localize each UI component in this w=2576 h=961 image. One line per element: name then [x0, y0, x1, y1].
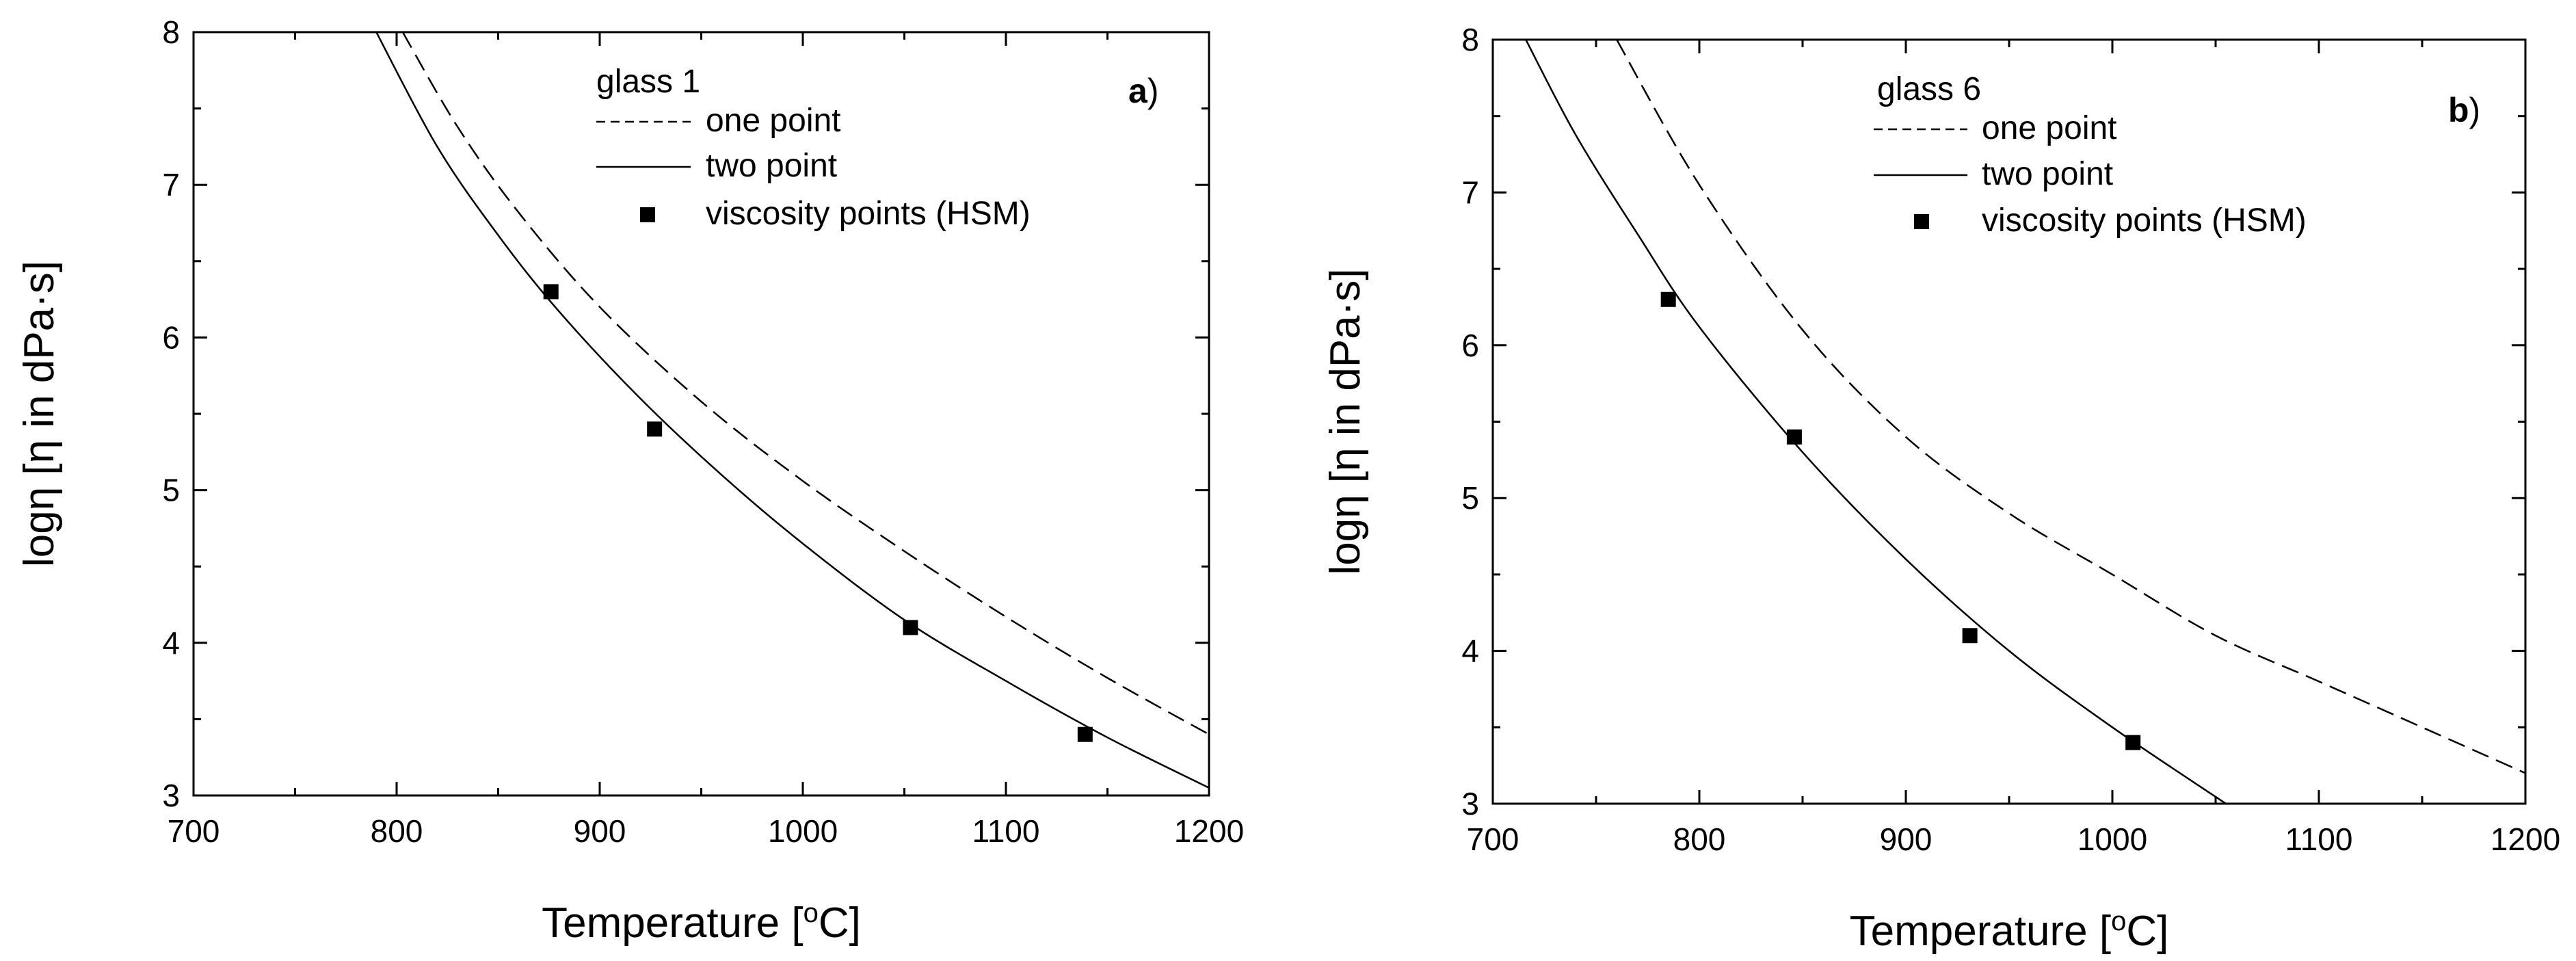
data-point-hsm	[647, 421, 663, 437]
y-tick-label: 7	[1461, 174, 1479, 210]
series-one-point-line	[401, 32, 1209, 735]
y-axis-title: logη [η in dPa·s]	[16, 261, 63, 567]
x-tick-label: 800	[1673, 821, 1726, 857]
y-tick-label: 4	[1461, 633, 1479, 669]
legend-label-one-point: one point	[1982, 110, 2117, 146]
x-tick-label: 1200	[2491, 821, 2560, 857]
legend-label-two-point: two point	[706, 148, 837, 184]
plot-frame	[192, 31, 1210, 797]
plot-frame	[1491, 38, 2527, 805]
x-tick-label: 900	[574, 813, 626, 849]
y-tick-label: 8	[1461, 22, 1479, 57]
y-tick-label: 6	[1461, 328, 1479, 363]
y-tick-label: 6	[162, 319, 180, 355]
data-point-hsm	[1786, 429, 1802, 445]
legend-marker-sample	[1914, 214, 1929, 229]
y-tick-label: 7	[162, 167, 180, 202]
chart-panel-a: 700 800 900 1000 1100 1200 3 4 5 6 7 8 Temperature […	[16, 14, 1244, 947]
data-point-hsm	[1660, 291, 1676, 307]
legend-marker-sample	[640, 207, 655, 222]
chart-panel-b: 700 800 900 1000 1100 1200 3 4 5 6 7 8 Temperature […	[1322, 22, 2560, 955]
x-tick-label: 1000	[2077, 821, 2147, 857]
y-axis-title: logη [η in dPa·s]	[1322, 268, 1369, 575]
x-tick-label: 1000	[768, 813, 838, 849]
x-tick-label: 700	[168, 813, 220, 849]
y-tick-label: 3	[162, 778, 180, 813]
x-tick-label: 800	[371, 813, 423, 849]
legend-label-two-point: two point	[1982, 156, 2113, 192]
y-tick-label: 5	[162, 473, 180, 508]
series-one-point-line	[1616, 40, 2525, 774]
x-axis-title: Temperature [oC]	[542, 898, 861, 947]
x-tick-label: 1200	[1174, 813, 1244, 849]
data-point-hsm	[1962, 628, 1978, 644]
legend-title: glass 6	[1877, 71, 1981, 107]
data-point-hsm	[903, 620, 918, 635]
legend-title: glass 1	[596, 64, 700, 100]
data-point-hsm	[2125, 735, 2141, 750]
legend-label-hsm: viscosity points (HSM)	[706, 196, 1031, 232]
y-tick-label: 4	[162, 625, 180, 661]
data-point-hsm	[543, 284, 559, 300]
x-tick-label: 1100	[972, 813, 1040, 849]
panel-label: b)	[2448, 91, 2480, 129]
plot-area	[1525, 40, 2525, 804]
data-point-hsm	[1077, 726, 1093, 742]
plot-area	[375, 32, 1209, 789]
series-two-point-line	[375, 32, 1209, 789]
x-tick-label: 1100	[2285, 821, 2353, 857]
x-tick-label: 900	[1880, 821, 1933, 857]
y-tick-label: 8	[162, 14, 180, 50]
x-tick-label: 700	[1467, 821, 1519, 857]
legend-label-one-point: one point	[706, 103, 841, 139]
panel-label: a)	[1128, 72, 1158, 110]
series-two-point-line	[1525, 40, 2227, 804]
y-tick-label: 5	[1461, 480, 1479, 516]
legend-label-hsm: viscosity points (HSM)	[1982, 202, 2307, 239]
x-axis-title: Temperature [oC]	[1850, 906, 2169, 955]
y-tick-label: 3	[1461, 786, 1479, 821]
